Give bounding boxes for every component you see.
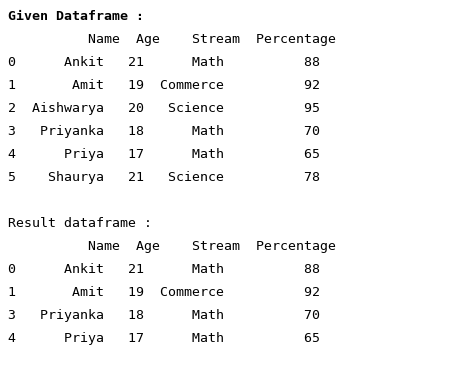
Text: 3   Priyanka   18      Math          70: 3 Priyanka 18 Math 70 bbox=[8, 309, 320, 322]
Text: 0      Ankit   21      Math          88: 0 Ankit 21 Math 88 bbox=[8, 263, 320, 276]
Text: 4      Priya   17      Math          65: 4 Priya 17 Math 65 bbox=[8, 148, 320, 161]
Text: 2  Aishwarya   20   Science          95: 2 Aishwarya 20 Science 95 bbox=[8, 102, 320, 115]
Text: Result dataframe :: Result dataframe : bbox=[8, 217, 152, 230]
Text: 1       Amit   19  Commerce          92: 1 Amit 19 Commerce 92 bbox=[8, 286, 320, 299]
Text: Name  Age    Stream  Percentage: Name Age Stream Percentage bbox=[8, 240, 336, 253]
Text: Given Dataframe :: Given Dataframe : bbox=[8, 10, 144, 23]
Text: 4      Priya   17      Math          65: 4 Priya 17 Math 65 bbox=[8, 332, 320, 345]
Text: 0      Ankit   21      Math          88: 0 Ankit 21 Math 88 bbox=[8, 56, 320, 69]
Text: 5    Shaurya   21   Science          78: 5 Shaurya 21 Science 78 bbox=[8, 171, 320, 184]
Text: 3   Priyanka   18      Math          70: 3 Priyanka 18 Math 70 bbox=[8, 125, 320, 138]
Text: Name  Age    Stream  Percentage: Name Age Stream Percentage bbox=[8, 33, 336, 46]
Text: 1       Amit   19  Commerce          92: 1 Amit 19 Commerce 92 bbox=[8, 79, 320, 92]
